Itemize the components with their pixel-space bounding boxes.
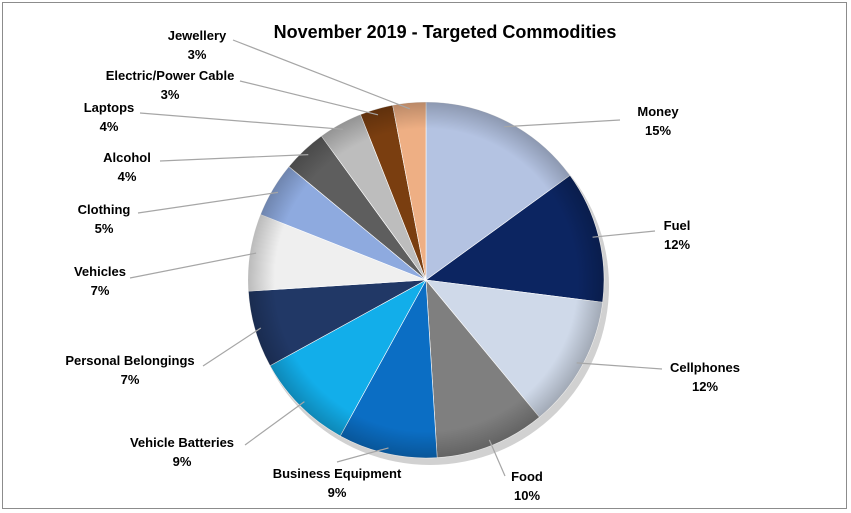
slice-percent-money: 15% [645, 123, 671, 138]
leader-line-electric-power-cable [239, 80, 379, 116]
slice-percent-electric-power-cable: 3% [161, 87, 180, 102]
leader-line-personal-belongings [202, 327, 262, 367]
slice-label-vehicle-batteries: Vehicle Batteries [130, 435, 234, 450]
slice-percent-fuel: 12% [664, 237, 690, 252]
slice-label-vehicles: Vehicles [74, 264, 126, 279]
leader-line-jewellery [232, 39, 411, 110]
slice-percent-alcohol: 4% [118, 169, 137, 184]
leader-line-fuel [592, 230, 656, 238]
slice-label-money: Money [637, 104, 679, 119]
slice-label-food: Food [511, 469, 543, 484]
slice-label-electric-power-cable: Electric/Power Cable [106, 68, 235, 83]
slice-percent-jewellery: 3% [188, 47, 207, 62]
slice-percent-personal-belongings: 7% [121, 372, 140, 387]
chart-title: November 2019 - Targeted Commodities [274, 22, 617, 42]
leader-line-money [504, 119, 621, 128]
leader-line-food [488, 439, 506, 477]
slice-label-jewellery: Jewellery [168, 28, 227, 43]
leader-line-clothing [137, 191, 279, 214]
leader-line-alcohol [159, 154, 309, 162]
leader-line-business-equipment [336, 447, 389, 463]
leader-line-cellphones [576, 362, 663, 370]
slice-label-clothing: Clothing [78, 202, 131, 217]
slice-percent-laptops: 4% [100, 119, 119, 134]
slice-percent-vehicle-batteries: 9% [173, 454, 192, 469]
leader-line-vehicles [129, 252, 257, 279]
slice-label-cellphones: Cellphones [670, 360, 740, 375]
leader-line-vehicle-batteries [244, 401, 305, 446]
slice-label-fuel: Fuel [664, 218, 691, 233]
slice-percent-cellphones: 12% [692, 379, 718, 394]
slice-percent-clothing: 5% [95, 221, 114, 236]
slice-percent-food: 10% [514, 488, 540, 503]
slice-percent-business-equipment: 9% [328, 485, 347, 500]
slice-label-personal-belongings: Personal Belongings [65, 353, 194, 368]
leader-line-laptops [139, 112, 344, 130]
slice-label-business-equipment: Business Equipment [273, 466, 402, 481]
slice-label-laptops: Laptops [84, 100, 135, 115]
slice-label-alcohol: Alcohol [103, 150, 151, 165]
slice-percent-vehicles: 7% [91, 283, 110, 298]
